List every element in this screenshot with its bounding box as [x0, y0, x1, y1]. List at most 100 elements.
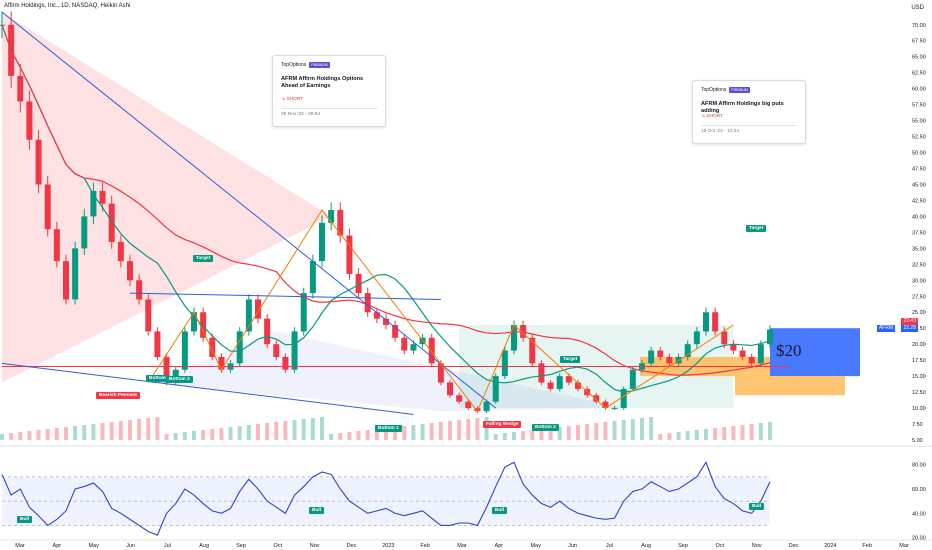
price-tick: 65.00	[912, 55, 926, 61]
date-tick: Jun	[568, 543, 577, 549]
candle-body	[245, 299, 252, 332]
target-price-note: $20	[776, 341, 802, 360]
card-date: 08 Nov '22 - 08:54	[281, 112, 321, 117]
candle-body	[767, 329, 773, 345]
price-tick: 20.00	[912, 342, 926, 348]
price-tick: 67.50	[912, 39, 926, 45]
volume-bar	[164, 434, 169, 440]
volume-profile-high	[770, 328, 860, 377]
price-tick: 27.50	[912, 294, 926, 300]
candle-body	[264, 318, 271, 345]
card-brand: TopOptions PREMIUM	[701, 87, 750, 93]
volume-bar	[694, 430, 699, 440]
idea-card-1[interactable]: TopOptions PREMIUM AFRM Affirm Holdings O…	[272, 55, 386, 127]
candle-body	[529, 337, 536, 364]
volume-bar	[768, 422, 772, 440]
volume-bar	[685, 431, 690, 440]
price-tick: 7.50	[912, 422, 923, 428]
candle-body	[739, 350, 746, 357]
volume-bar	[64, 427, 68, 440]
volume-bar	[155, 417, 160, 440]
target-label-1: Target	[193, 255, 214, 262]
volume-bar	[493, 434, 498, 440]
bearish-zone	[2, 12, 332, 383]
volume-bar	[393, 427, 398, 440]
candle-body	[99, 190, 106, 204]
volume-bar	[45, 429, 50, 440]
chart-title: Affirm Holdings, Inc., 1D, NASDAQ, Heiki…	[4, 3, 131, 9]
volume-bar	[338, 433, 343, 440]
candle-body	[181, 331, 188, 370]
date-tick: Jul	[164, 543, 171, 549]
price-tick: 15.00	[912, 374, 926, 380]
price-tick: 45.00	[912, 182, 926, 188]
date-tick: Aug	[199, 543, 209, 549]
candle-body	[556, 376, 563, 389]
date-tick: Mar	[899, 543, 909, 549]
candle-body	[364, 293, 371, 313]
date-tick: Jul	[606, 543, 613, 549]
volume-bar	[9, 433, 14, 440]
volume-bar	[82, 425, 87, 440]
volume-bar	[475, 418, 480, 440]
candle-body	[282, 356, 289, 370]
target-label-3: Target	[746, 225, 767, 232]
volume-bar	[658, 434, 663, 440]
volume-bar	[91, 424, 96, 440]
card-brand-name: TopOptions	[281, 62, 307, 68]
volume-bar	[365, 430, 370, 440]
candle-body	[602, 401, 609, 409]
volume-bar	[566, 426, 571, 440]
candle-body	[748, 356, 755, 364]
date-tick: Dec	[789, 543, 799, 549]
candle-body	[346, 235, 353, 274]
date-tick: Mar	[15, 543, 25, 549]
sma-line	[1, 24, 771, 376]
volume-bar	[36, 430, 41, 440]
price-tick: 50.00	[912, 151, 926, 157]
candle-body	[209, 337, 216, 357]
trendline-lower	[1, 362, 414, 415]
volume-bar	[603, 422, 608, 440]
volume-bar	[118, 421, 123, 440]
candle-body	[200, 312, 207, 338]
volume-bar	[649, 417, 654, 440]
volume-bar	[429, 423, 434, 440]
volume-bar	[219, 428, 224, 440]
candle-body	[218, 356, 225, 370]
candle-body	[629, 369, 636, 389]
candle-body	[684, 344, 691, 357]
volume-bar	[182, 432, 187, 440]
candle-body	[108, 203, 115, 242]
price-tick: 10.00	[912, 406, 926, 412]
candle-body	[355, 273, 362, 294]
candle-body	[538, 363, 545, 383]
card-date: 19 Oct '23 - 12:24	[701, 129, 739, 134]
volume-bar	[27, 431, 32, 440]
volume-bar	[512, 432, 516, 440]
bull-label-4: Bull	[749, 503, 765, 510]
candle-body	[309, 261, 316, 294]
date-tick: Feb	[420, 543, 429, 549]
candle-body	[127, 261, 133, 281]
rsi-line	[1, 461, 771, 536]
volume-bar	[667, 433, 672, 440]
date-tick: Mar	[457, 543, 467, 549]
price-tick: 57.50	[912, 103, 926, 109]
date-tick: Feb	[862, 543, 871, 549]
idea-card-2[interactable]: TopOptions PREMIUM AFRM Affirm Holdings b…	[692, 80, 806, 144]
volume-bar	[274, 422, 279, 440]
candle-body	[81, 216, 88, 249]
candle-body	[72, 248, 79, 300]
date-tick: Dec	[347, 543, 357, 549]
candle-body	[483, 401, 490, 412]
volume-bar	[438, 422, 443, 440]
rsi-tick: 60.00	[912, 487, 926, 493]
date-tick: Apr	[495, 543, 504, 549]
price-tick: 12.50	[912, 390, 926, 396]
card-signal: ↘ SHORT	[701, 114, 724, 119]
candle-body	[565, 376, 572, 383]
candle-body	[319, 222, 325, 262]
candle-body	[35, 139, 42, 185]
